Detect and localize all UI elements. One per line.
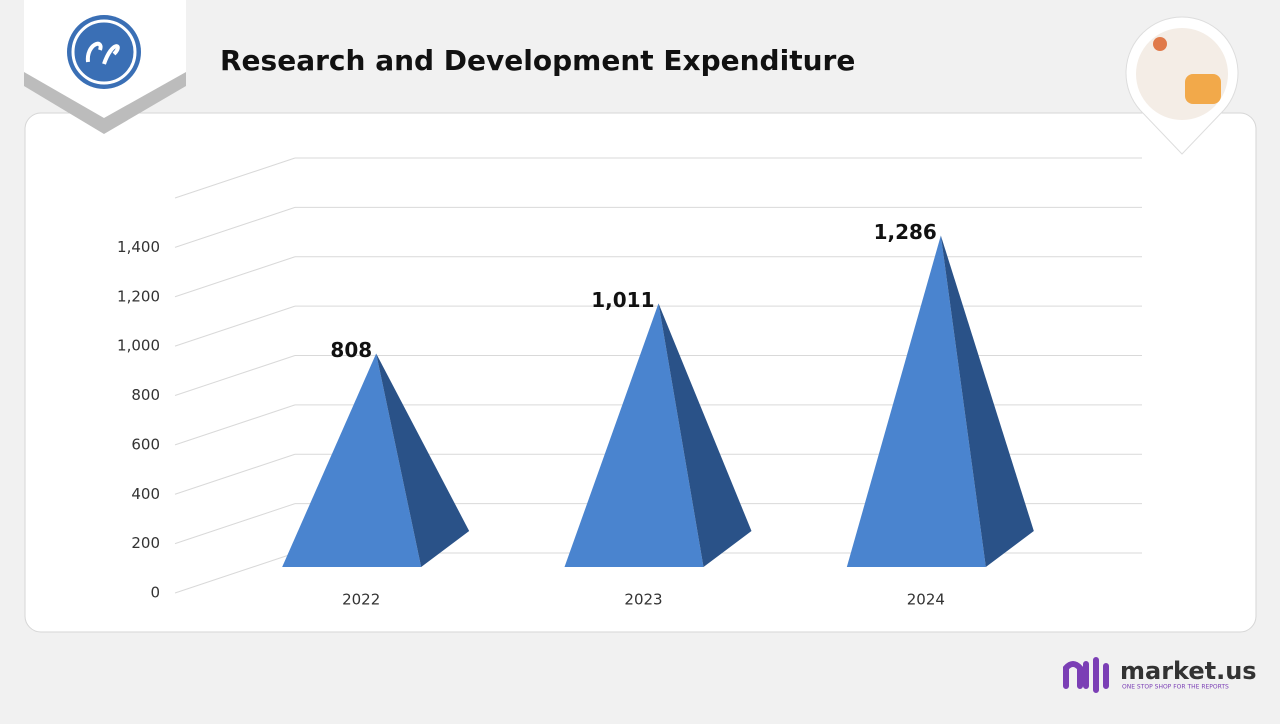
brand-tagline: ONE STOP SHOP FOR THE REPORTS <box>1122 684 1229 691</box>
grid-line-depth <box>174 256 296 298</box>
pyramid-side <box>658 303 752 567</box>
y-tick-label: 1,200 <box>117 287 160 305</box>
grid-line-depth <box>174 552 296 594</box>
brand-name: market.us <box>1120 657 1257 685</box>
brand-icon <box>1063 657 1109 693</box>
y-tick-label: 1,400 <box>117 238 160 256</box>
chart-title: Research and Development Expenditure <box>220 44 855 77</box>
grid-line-depth <box>174 503 296 545</box>
grid-line-depth <box>174 157 296 199</box>
logo-ring <box>71 19 137 85</box>
value-label: 1,011 <box>591 288 654 312</box>
pyramid-side <box>940 235 1034 568</box>
pyramid-face <box>564 303 704 567</box>
pin-illustration <box>1136 28 1228 120</box>
grid-line-depth <box>174 453 296 495</box>
grid-line-depth <box>174 355 296 396</box>
x-tick-label: 2023 <box>624 591 662 609</box>
logo-mark <box>85 41 120 65</box>
y-tick-label: 800 <box>131 386 160 404</box>
value-label: 1,286 <box>874 220 937 244</box>
y-tick-label: 400 <box>131 485 160 503</box>
pin-person <box>1185 74 1221 104</box>
y-tick-label: 1,000 <box>117 337 160 355</box>
x-tick-label: 2022 <box>342 591 380 609</box>
y-tick-label: 0 <box>150 584 160 602</box>
grid-line-depth <box>174 206 296 248</box>
pyramid-face <box>846 235 986 568</box>
pyramid-side <box>376 353 470 567</box>
y-tick-label: 600 <box>131 435 160 453</box>
grid-line-depth <box>174 404 296 446</box>
pyramid-face <box>282 353 422 567</box>
pin-marker <box>1153 37 1167 51</box>
y-tick-label: 200 <box>131 534 160 552</box>
value-label: 808 <box>330 338 372 362</box>
x-tick-label: 2024 <box>907 591 945 609</box>
logo <box>67 15 141 89</box>
grid-line-depth <box>174 305 296 347</box>
